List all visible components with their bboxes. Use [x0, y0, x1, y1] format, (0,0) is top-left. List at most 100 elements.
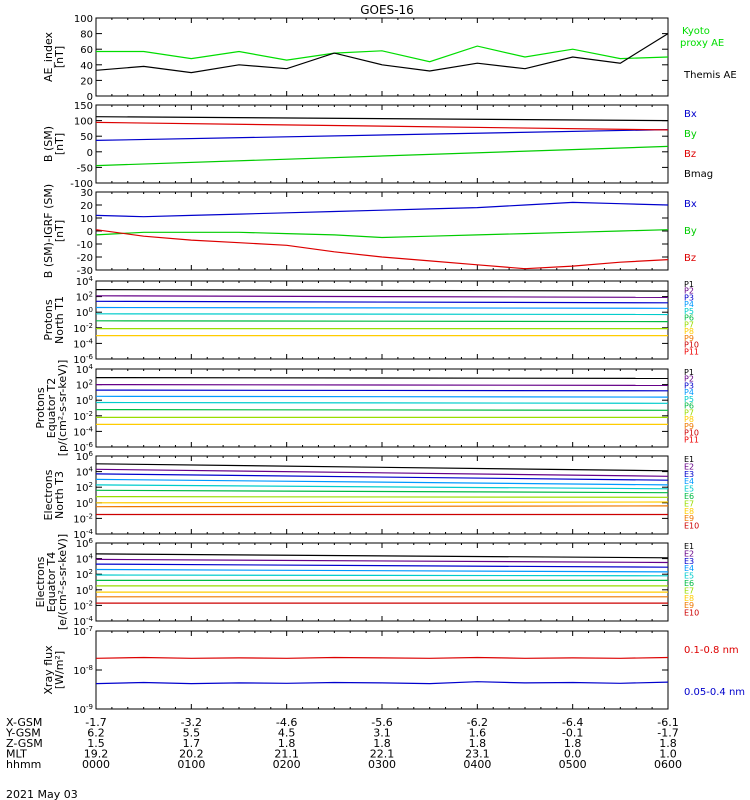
y-tick-label: 30: [80, 188, 93, 199]
series-line-themis-ae: [95, 33, 669, 74]
series-line-kyoto-proxy-ae: [96, 45, 669, 63]
legend-label: P10: [684, 341, 699, 350]
series-line-p4: [95, 306, 669, 309]
footer-value: 21.1: [274, 748, 299, 761]
legend-label: E2: [684, 549, 694, 558]
series-line-e7: [95, 496, 669, 498]
series-line-bx: [95, 129, 669, 141]
footer-value: -6.4: [562, 716, 583, 729]
y-tick-label: 100: [76, 306, 93, 319]
legend-label: E3: [684, 470, 694, 479]
footer-value: 0200: [273, 758, 301, 771]
footer-value: 1.7: [183, 737, 201, 750]
y-tick-label: 150: [74, 101, 93, 112]
legend-label: By: [684, 129, 697, 140]
legend-label: E3: [684, 557, 694, 566]
series-line-p3: [95, 389, 669, 392]
series-line-p6: [95, 320, 669, 323]
y-tick-label: -10: [77, 240, 93, 251]
y-tick-label: 102: [76, 481, 93, 494]
series-line-e1: [95, 463, 669, 472]
legend-label: Bx: [684, 109, 697, 120]
legend-label: P11: [684, 435, 699, 444]
legend-label: 0.05-0.4 nm: [684, 687, 745, 698]
legend-label: E8: [684, 507, 694, 516]
footer-value: 1.8: [564, 737, 582, 750]
footer-value: 5.5: [183, 727, 201, 740]
y-axis-label: Protons: [42, 299, 55, 340]
y-tick-label: -50: [77, 163, 93, 174]
legend-label: Themis AE: [683, 70, 737, 81]
y-axis-label: Equator T4: [45, 552, 58, 612]
series-line-p1: [95, 377, 669, 379]
y-tick-label: 10-2: [73, 599, 93, 612]
footer-value: 20.2: [179, 748, 204, 761]
y-tick-label: 10-8: [73, 664, 93, 677]
legend-label: proxy AE: [680, 38, 724, 49]
series-line-e2: [95, 558, 669, 564]
footer-value: 1.8: [278, 737, 296, 750]
legend-label: P9: [684, 334, 694, 343]
panel-8: 10-9 10-8 10-7 Xray flux[W/m²] 0.1-0.8 nm 0.0…: [42, 625, 745, 716]
footer-value: 22.1: [370, 748, 395, 761]
footer-value: -1.7: [85, 716, 106, 729]
series-line-by: [95, 229, 669, 239]
footer-value: 0100: [177, 758, 205, 771]
footer-value: 0000: [82, 758, 110, 771]
legend: Bx By Bz: [684, 199, 697, 264]
series-line-p5: [95, 313, 669, 316]
legend-label: P4: [684, 300, 694, 309]
y-tick-label: 100: [76, 584, 93, 597]
figure-title: GOES-16: [360, 3, 414, 17]
footer-value: -1.7: [657, 727, 678, 740]
footer-value: 0400: [463, 758, 491, 771]
legend-label: P1: [684, 280, 694, 289]
footer-row-label: Y-GSM: [5, 727, 41, 740]
series-line-p4: [95, 395, 669, 398]
y-tick-label: 10-7: [73, 625, 93, 638]
plot-frame: [95, 368, 669, 448]
legend: 0.1-0.8 nm 0.05-0.4 nm: [684, 645, 745, 698]
footer-value: -6.2: [467, 716, 488, 729]
legend-label: P9: [684, 422, 694, 431]
legend-label: E2: [684, 462, 694, 471]
y-tick-label: 104: [76, 466, 94, 479]
legend-label: E7: [684, 586, 694, 595]
legend-label: P8: [684, 415, 694, 424]
footer-value: 1.5: [87, 737, 105, 750]
series-line-e3: [95, 563, 669, 568]
y-tick-label: 100: [74, 14, 93, 25]
series-line-bz: [95, 229, 669, 270]
footer-value: 1.8: [659, 737, 677, 750]
panel-2: -100 -50 0 50 100 150 B (SM)[nT] Bx By Bz Bmag: [42, 101, 713, 190]
legend-label: P10: [684, 429, 699, 438]
legend-label: P1: [684, 368, 694, 377]
y-tick-label: 10: [80, 214, 93, 225]
legend-label: Bmag: [684, 169, 713, 180]
y-tick-label: 104: [76, 553, 94, 566]
legend-label: Kyoto: [682, 26, 710, 37]
legend-label: E9: [684, 514, 694, 523]
legend-label: By: [684, 226, 697, 237]
y-tick-label: 10-2: [73, 322, 93, 335]
series-line-e4: [95, 478, 669, 486]
legend-label: E1: [684, 542, 694, 551]
y-tick-label: 0: [87, 227, 93, 238]
y-tick-label: 102: [76, 379, 93, 392]
footer-row-label: X-GSM: [6, 716, 42, 729]
series-line-e5: [95, 484, 669, 490]
y-axis-label: B (SM)-IGRF (SM): [42, 184, 55, 278]
legend-label: P3: [684, 381, 694, 390]
legend-label: Bz: [684, 253, 696, 264]
series-line-bmag: [95, 116, 669, 122]
footer-row-label: MLT: [6, 748, 27, 761]
legend-label: P7: [684, 320, 694, 329]
y-axis-label: Protons: [34, 387, 47, 428]
series-line-p2: [95, 295, 669, 298]
footer-ephemeris: X-GSM -1.7 -3.2 -4.6 -5.6 -6.2 -6.4 -6.1 Y-GSM 6.…: [5, 716, 682, 771]
